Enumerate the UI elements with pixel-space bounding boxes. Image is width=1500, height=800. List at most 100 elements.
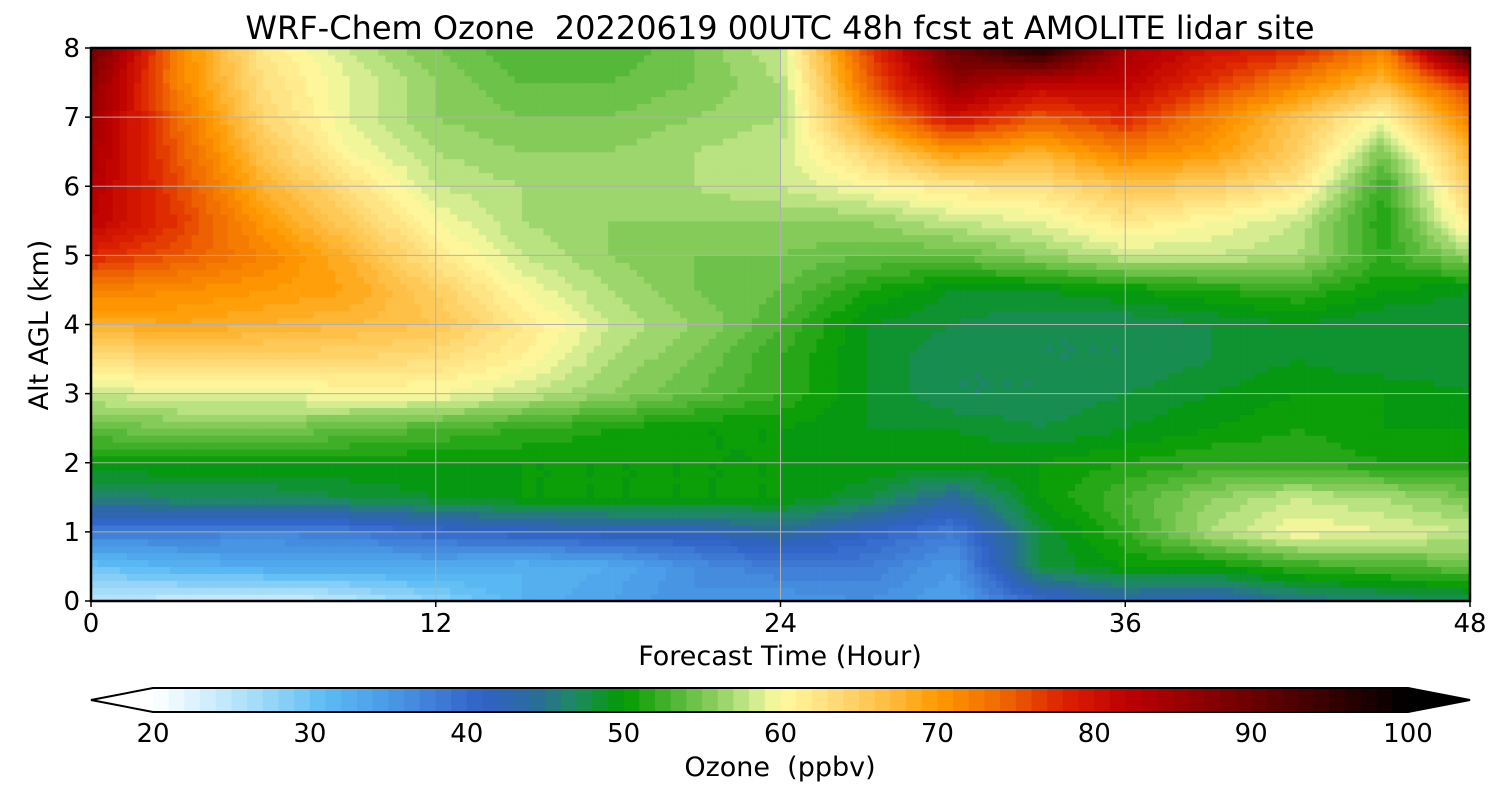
contour-cell <box>378 545 387 554</box>
contour-cell <box>852 421 861 429</box>
contour-cell <box>292 483 300 491</box>
contour-cell <box>557 531 566 540</box>
contour-cell <box>1261 469 1270 478</box>
contour-cell <box>1060 490 1069 498</box>
contour-cell <box>529 455 537 464</box>
contour-cell <box>816 518 825 526</box>
contour-cell <box>1362 448 1371 457</box>
contour-cell <box>1398 490 1406 498</box>
contour-cell <box>816 531 825 540</box>
contour-cell <box>399 587 408 595</box>
contour-cell <box>1419 580 1428 588</box>
contour-cell <box>198 587 207 595</box>
contour-cell <box>751 538 760 547</box>
contour-cell <box>507 580 516 588</box>
contour-cell <box>579 476 588 485</box>
contour-cell <box>356 442 365 450</box>
contour-cell <box>119 573 128 581</box>
contour-cell <box>428 573 437 581</box>
contour-cell <box>349 566 358 574</box>
contour-cell <box>292 421 300 429</box>
contour-cell <box>1326 566 1335 574</box>
contour-cell <box>1297 497 1306 505</box>
contour-cell <box>98 538 106 547</box>
contour-cell <box>679 469 688 478</box>
contour-cell <box>112 490 121 498</box>
contour-cell <box>126 442 135 450</box>
contour-cell <box>306 566 315 574</box>
contour-cell <box>787 511 796 519</box>
contour-cell <box>478 442 487 450</box>
contour-cell <box>687 531 695 540</box>
contour-cell <box>1110 421 1119 429</box>
contour-cell <box>1211 587 1220 595</box>
contour-cell <box>1161 545 1169 554</box>
contour-cell <box>608 428 616 436</box>
contour-cell <box>1462 497 1470 505</box>
contour-cell <box>119 448 128 457</box>
contour-cell <box>1376 524 1385 533</box>
contour-cell <box>464 559 473 568</box>
contour-cell <box>198 511 207 519</box>
contour-cell <box>1053 531 1062 540</box>
contour-cell <box>1412 483 1421 491</box>
contour-cell <box>1067 524 1076 533</box>
contour-cell <box>220 511 229 519</box>
contour-cell <box>414 552 422 561</box>
contour-cell <box>1268 566 1277 574</box>
contour-cell <box>1441 538 1450 547</box>
contour-cell <box>514 462 523 471</box>
contour-cell <box>1132 594 1141 601</box>
contour-cell <box>988 538 997 547</box>
contour-cell <box>507 421 516 429</box>
contour-cell <box>780 587 789 595</box>
contour-cell <box>313 504 322 512</box>
contour-cell <box>1182 476 1191 485</box>
contour-cell <box>758 462 767 471</box>
contour-cell <box>1362 455 1371 464</box>
contour-cell <box>1153 518 1162 526</box>
contour-cell <box>866 497 875 505</box>
contour-cell <box>1031 538 1040 547</box>
contour-cell <box>478 552 487 561</box>
contour-cell <box>407 538 415 547</box>
contour-cell <box>644 538 652 547</box>
contour-cell <box>1232 552 1241 561</box>
contour-cell <box>342 448 351 457</box>
contour-cell <box>184 497 193 505</box>
contour-cell <box>579 511 588 519</box>
contour-cell <box>866 580 875 588</box>
contour-cell <box>658 483 667 491</box>
contour-cell <box>241 455 250 464</box>
contour-cell <box>478 455 487 464</box>
contour-cell <box>1355 580 1363 588</box>
contour-cell <box>335 518 343 526</box>
contour-cell <box>1211 483 1220 491</box>
contour-cell <box>988 531 997 540</box>
contour-cell <box>1376 428 1385 436</box>
contour-cell <box>155 421 164 429</box>
contour-cell <box>529 435 537 443</box>
contour-cell <box>960 483 968 491</box>
contour-cell <box>392 504 401 512</box>
contour-cell <box>371 552 379 561</box>
contour-cell <box>988 573 997 581</box>
contour-cell <box>550 587 559 595</box>
contour-cell <box>543 587 552 595</box>
contour-cell <box>730 490 738 498</box>
contour-cell <box>1276 462 1284 471</box>
contour-cell <box>1419 490 1428 498</box>
contour-cell <box>155 428 164 436</box>
contour-cell <box>213 587 221 595</box>
contour-cell <box>593 421 602 429</box>
contour-cell <box>866 552 875 561</box>
contour-cell <box>1074 531 1083 540</box>
contour-cell <box>371 428 379 436</box>
contour-cell <box>292 552 300 561</box>
contour-cell <box>787 524 796 533</box>
contour-cell <box>593 428 602 436</box>
contour-cell <box>1017 469 1026 478</box>
contour-cell <box>916 455 925 464</box>
contour-cell <box>471 559 480 568</box>
contour-cell <box>270 490 279 498</box>
